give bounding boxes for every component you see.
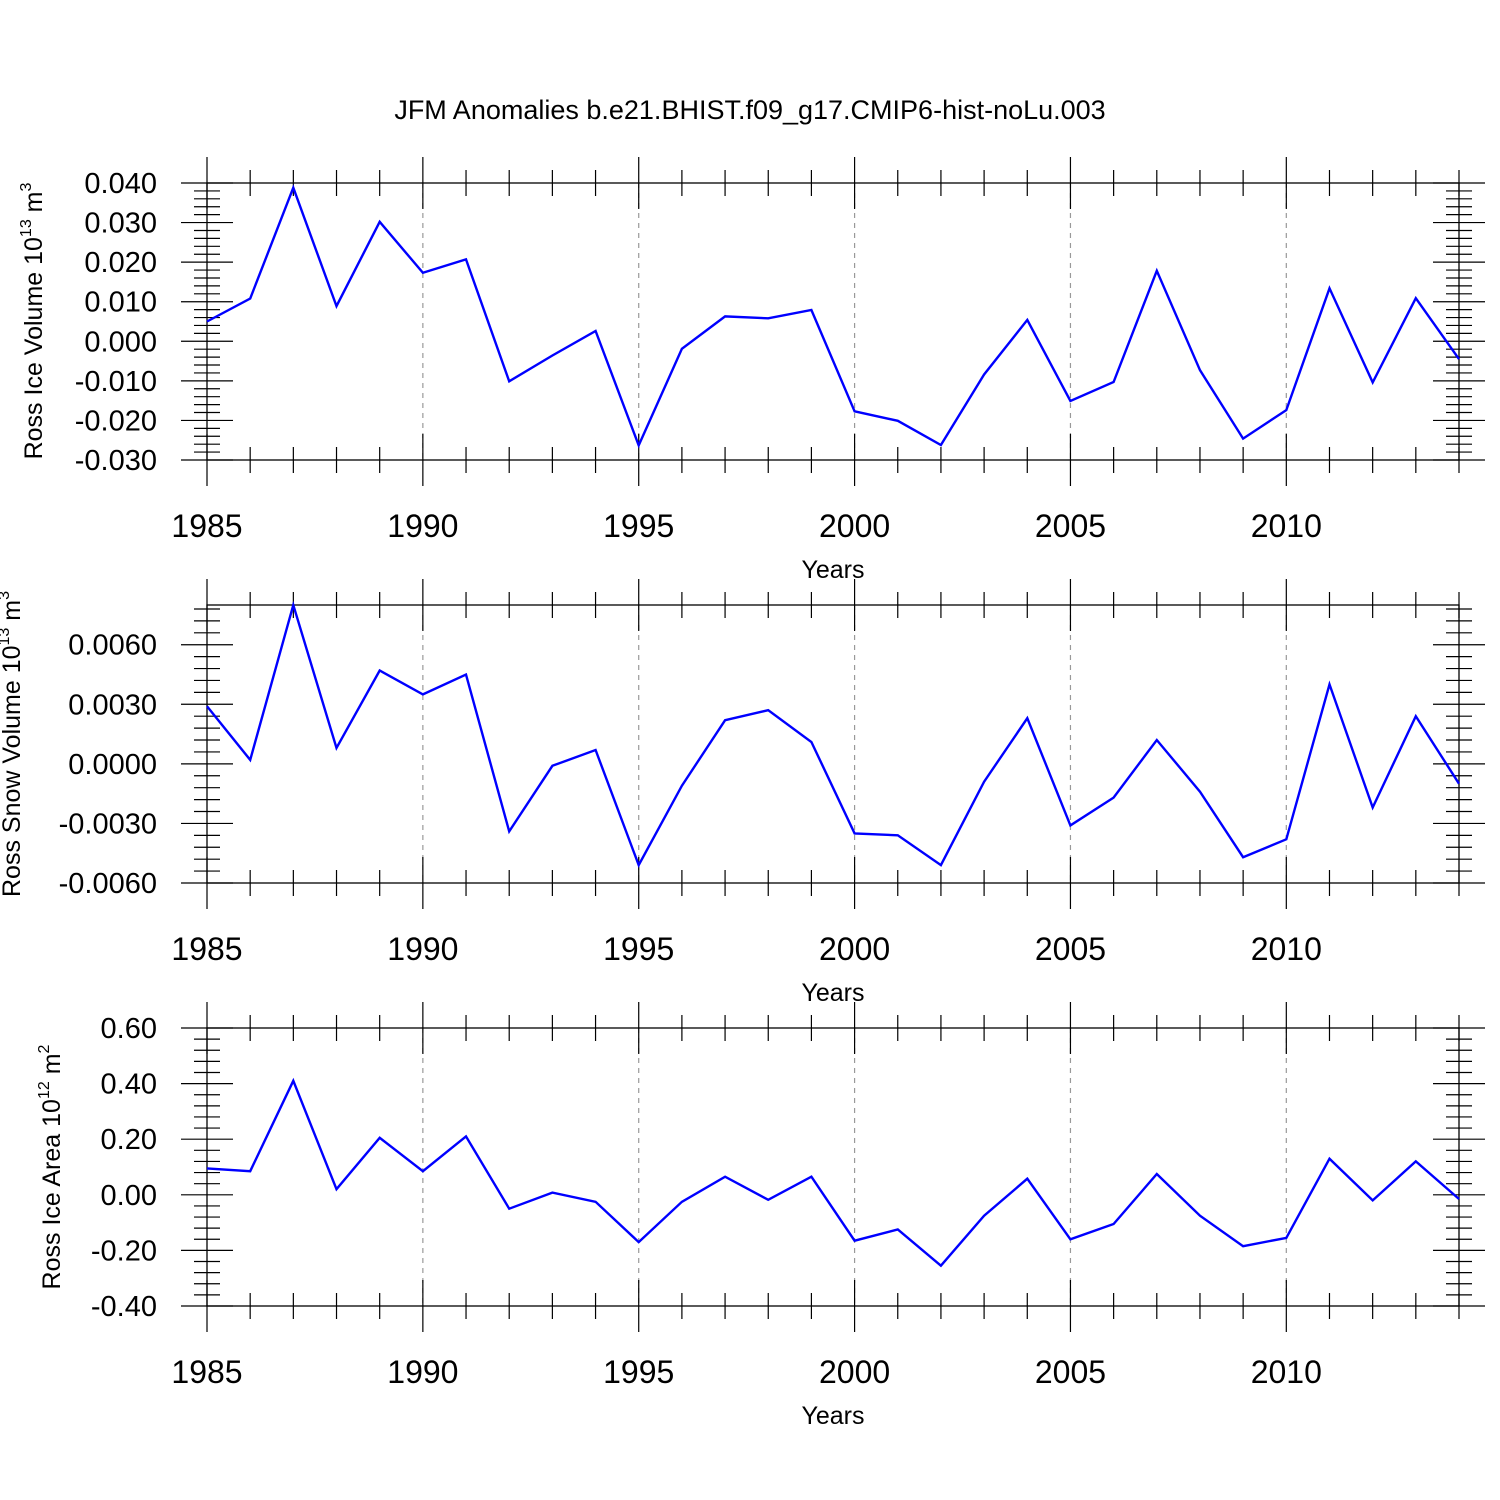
y-axis-title-unit: m	[0, 600, 26, 628]
y-tick-label: 0.000	[84, 326, 157, 358]
y-tick-label: 0.030	[84, 208, 157, 240]
y-tick-label: -0.030	[75, 445, 157, 477]
y-tick-label: 0.040	[84, 168, 157, 200]
panels: 1985 1990 1995 2000 2005 2010 Years -0.030 -0.02…	[0, 157, 1485, 1430]
plot-frame	[206, 1027, 1460, 1307]
panel-2: 1985 1990 1995 2000 2005 2010Years-0.0060-0.0…	[0, 579, 1485, 1007]
y-axis-title-exponent: 12	[36, 1081, 53, 1099]
x-tick-label: 2010	[1251, 931, 1322, 967]
chart-title: JFM Anomalies b.e21.BHIST.f09_g17.CMIP6-…	[394, 95, 1105, 125]
x-tick-label: 1995	[603, 508, 674, 544]
y-tick-label: 0.60	[101, 1013, 157, 1045]
x-axis-title: Years	[801, 1402, 864, 1430]
x-tick-label: 1990	[387, 1354, 458, 1390]
x-tick-label: 2010	[1251, 508, 1322, 544]
y-tick-label: -0.020	[75, 405, 157, 437]
x-tick-label: 1985	[171, 508, 242, 544]
plot-frame	[206, 604, 1460, 884]
x-tick-label: 2000	[819, 1354, 890, 1390]
y-tick-label: -0.0060	[59, 868, 157, 900]
y-tick-label: 0.010	[84, 287, 157, 319]
y-tick-label: 0.0000	[68, 749, 157, 781]
x-tick-label: 1995	[603, 931, 674, 967]
y-axis-title-unit: m	[38, 1053, 66, 1081]
x-tick-label: 1990	[387, 931, 458, 967]
y-axis-title: Ross Ice Area 1012 m2	[36, 1044, 66, 1289]
series-line	[206, 184, 1460, 449]
y-tick-label: 0.020	[84, 247, 157, 279]
panel-1: 1985 1990 1995 2000 2005 2010Years-0.030-0.02…	[18, 157, 1485, 584]
y-axis-title-exponent: 13	[18, 219, 35, 237]
panel-3: 1985 1990 1995 2000 2005 2010 Years -0.40 -0.20 0…	[36, 1002, 1485, 1430]
y-tick-label: -0.20	[91, 1235, 157, 1267]
y-tick-label: 0.20	[101, 1124, 157, 1156]
x-tick-label: 2010	[1251, 1354, 1322, 1390]
y-axis-title: Ross Snow Volume 1013 m3	[0, 591, 26, 897]
x-tick-label: 1995	[603, 1354, 674, 1390]
y-tick-label: 0.0030	[68, 689, 157, 721]
x-tick-label: 2005	[1035, 1354, 1106, 1390]
y-axis-title: Ross Ice Volume 1013 m3	[18, 182, 48, 459]
y-tick-label: 0.40	[101, 1069, 157, 1101]
y-tick-label: -0.40	[91, 1291, 157, 1323]
x-tick-label: 2005	[1035, 931, 1106, 967]
y-axis-title-main: Ross Ice Volume 10	[20, 237, 48, 459]
x-tick-label: 2000	[819, 508, 890, 544]
series-line	[206, 1077, 1460, 1268]
x-tick-label: 1990	[387, 508, 458, 544]
x-tick-label: 1985	[171, 931, 242, 967]
y-axis-title-main: Ross Ice Area 10	[38, 1099, 66, 1289]
plot-frame	[206, 182, 1460, 461]
y-axis-title-unit-exponent: 3	[18, 182, 35, 191]
y-tick-label: 0.00	[101, 1180, 157, 1212]
y-axis-title-unit-exponent: 3	[0, 591, 13, 600]
y-tick-label: -0.010	[75, 366, 157, 398]
y-tick-label: -0.0030	[59, 808, 157, 840]
x-tick-label: 2000	[819, 931, 890, 967]
y-axis-title-unit-exponent: 2	[36, 1044, 53, 1053]
y-tick-label: 0.0060	[68, 630, 157, 662]
x-tick-label: 1985	[171, 1354, 242, 1390]
series-line	[206, 600, 1461, 868]
x-tick-label: 2005	[1035, 508, 1106, 544]
y-axis-title-main: Ross Snow Volume 10	[0, 645, 26, 897]
y-axis-title-exponent: 13	[0, 628, 13, 646]
y-axis-title-unit: m	[20, 191, 48, 219]
